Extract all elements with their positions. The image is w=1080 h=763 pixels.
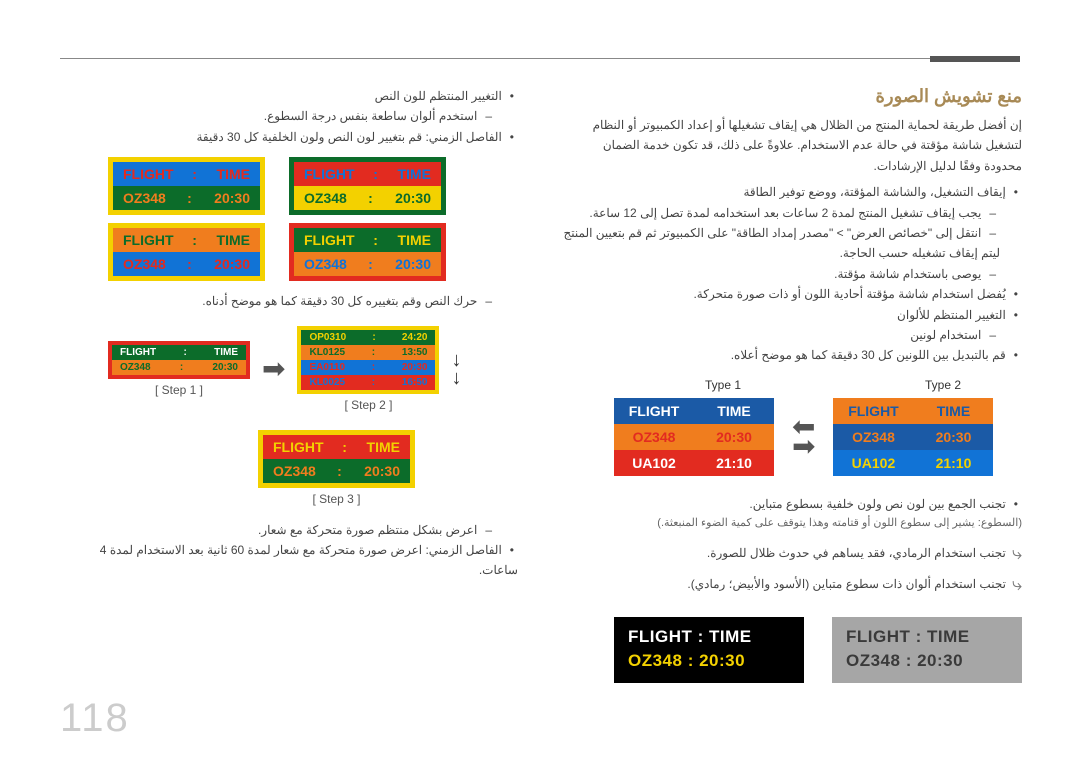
- type1-label: Type 1: [648, 378, 798, 392]
- down-arrows-icon: ↓↓: [451, 351, 461, 387]
- list-item: يوصى باستخدام شاشة مؤقتة.: [562, 264, 1022, 284]
- list-item: استخدام لونين: [562, 325, 1022, 345]
- card-pair-B: FLIGHT:TIME OZ348:20:30 FLIGHT:TIME OZ34…: [68, 223, 528, 281]
- right-column: منع تشويش الصورة إن أفضل طريقة لحماية ال…: [562, 86, 1022, 683]
- small-card: FLIGHT:TIME OZ348:20:30: [289, 223, 446, 281]
- info-icon: ⤷: [1012, 574, 1022, 595]
- list-item: يُفضل استخدام شاشة مؤقتة أحادية اللون أو…: [562, 284, 1022, 304]
- type-labels: Type 1 Type 2: [562, 378, 1022, 392]
- info-icon: ⤷: [1012, 543, 1022, 564]
- left-mid-text: حرك النص وقم بتغييره كل 30 دقيقة كما هو …: [68, 291, 518, 311]
- warn-line-1: ⤷ تجنب استخدام الرمادي، فقد يساهم في حدو…: [562, 543, 1022, 564]
- card-pair-A: FLIGHT:TIME OZ348:20:30 FLIGHT:TIME OZ34…: [68, 157, 528, 215]
- list-item: يجب إيقاف تشغيل المنتج لمدة 2 ساعات بعد …: [562, 203, 1022, 223]
- top-rule: [60, 58, 1020, 59]
- mini-card-step2: OP0310:24:20KL0125:13:50EA0110:20:30KL00…: [297, 326, 439, 394]
- left-bottom-list: اعرض بشكل منتظم صورة متحركة مع شعار.الفا…: [68, 520, 528, 581]
- mini-card-step1: FLIGHT:TIME OZ348:20:30: [108, 341, 250, 379]
- list-item: اعرض بشكل منتظم صورة متحركة مع شعار.: [68, 520, 518, 540]
- step3-label: [ Step 3 ]: [258, 492, 415, 506]
- small-card: FLIGHT:TIME OZ348:20:30: [289, 157, 446, 215]
- warn-line-2: ⤷ تجنب استخدام ألوان ذات سطوع متباين (ال…: [562, 574, 1022, 595]
- list-item: الفاصل الزمني: قم بتغيير لون النص ولون ا…: [68, 127, 518, 147]
- right-bullet-list: إيقاف التشغيل، والشاشة المؤقتة، ووضع توف…: [562, 182, 1022, 366]
- types-note: تجنب الجمع بين لون نص ولون خلفية بسطوع م…: [562, 494, 1022, 514]
- list-item: التغيير المنتظم للألوان: [562, 305, 1022, 325]
- list-item: استخدم ألوان ساطعة بنفس درجة السطوع.: [68, 106, 518, 126]
- step3-card: FLIGHT:TIME OZ348:20:30: [258, 430, 415, 488]
- bigcards-row: FLIGHT : TIMEOZ348 : 20:30 FLIGHT : TIME…: [562, 617, 1022, 683]
- small-card: FLIGHT:TIME OZ348:20:30: [108, 223, 265, 281]
- type-tables-row: FLIGHTTIMEOZ34820:30UA10221:10 ⬅⬅ FLIGHT…: [562, 398, 1022, 476]
- step3-wrap: FLIGHT:TIME OZ348:20:30 [ Step 3 ]: [68, 430, 528, 506]
- card-black: FLIGHT : TIMEOZ348 : 20:30: [614, 617, 804, 683]
- list-item: إيقاف التشغيل، والشاشة المؤقتة، ووضع توف…: [562, 182, 1022, 202]
- section-title: منع تشويش الصورة: [562, 86, 1022, 107]
- right-arrow-icon: ➡: [262, 352, 285, 385]
- swap-arrows: ⬅⬅: [792, 416, 815, 458]
- list-item: قم بالتبديل بين اللونين كل 30 دقيقة كما …: [562, 345, 1022, 365]
- left-mid-note: حرك النص وقم بتغييره كل 30 دقيقة كما هو …: [68, 291, 528, 311]
- step1-label: [ Step 1 ]: [108, 383, 250, 397]
- types-note2: (السطوع: يشير إلى سطوع اللون أو قتامته و…: [562, 514, 1022, 533]
- small-card: FLIGHT:TIME OZ348:20:30: [108, 157, 265, 215]
- card-gray: FLIGHT : TIMEOZ348 : 20:30: [832, 617, 1022, 683]
- page-number: 118: [60, 696, 130, 741]
- type2-label: Type 2: [868, 378, 1018, 392]
- list-item: انتقل إلى "خصائص العرض" > "مصدر إمداد ال…: [562, 223, 1022, 264]
- left-bullet-list: التغيير المنتظم للون النصاستخدم ألوان سا…: [68, 86, 528, 147]
- types-note-list: تجنب الجمع بين لون نص ولون خلفية بسطوع م…: [562, 494, 1022, 514]
- type1-table: FLIGHTTIMEOZ34820:30UA10221:10: [614, 398, 774, 476]
- intro-text: إن أفضل طريقة لحماية المنتج من الظلال هي…: [562, 115, 1022, 176]
- step2-label: [ Step 2 ]: [297, 398, 439, 412]
- warn-text-2: تجنب استخدام ألوان ذات سطوع متباين (الأس…: [687, 574, 1006, 594]
- left-column: التغيير المنتظم للون النصاستخدم ألوان سا…: [68, 86, 528, 683]
- warn-text-1: تجنب استخدام الرمادي، فقد يساهم في حدوث …: [707, 543, 1006, 563]
- type2-table: FLIGHTTIMEOZ34820:30UA10221:10: [833, 398, 993, 476]
- list-item: الفاصل الزمني: اعرض صورة متحركة مع شعار …: [68, 540, 518, 581]
- step-row: FLIGHT:TIME OZ348:20:30 [ Step 1 ] ➡ OP0…: [68, 326, 528, 412]
- list-item: التغيير المنتظم للون النص: [68, 86, 518, 106]
